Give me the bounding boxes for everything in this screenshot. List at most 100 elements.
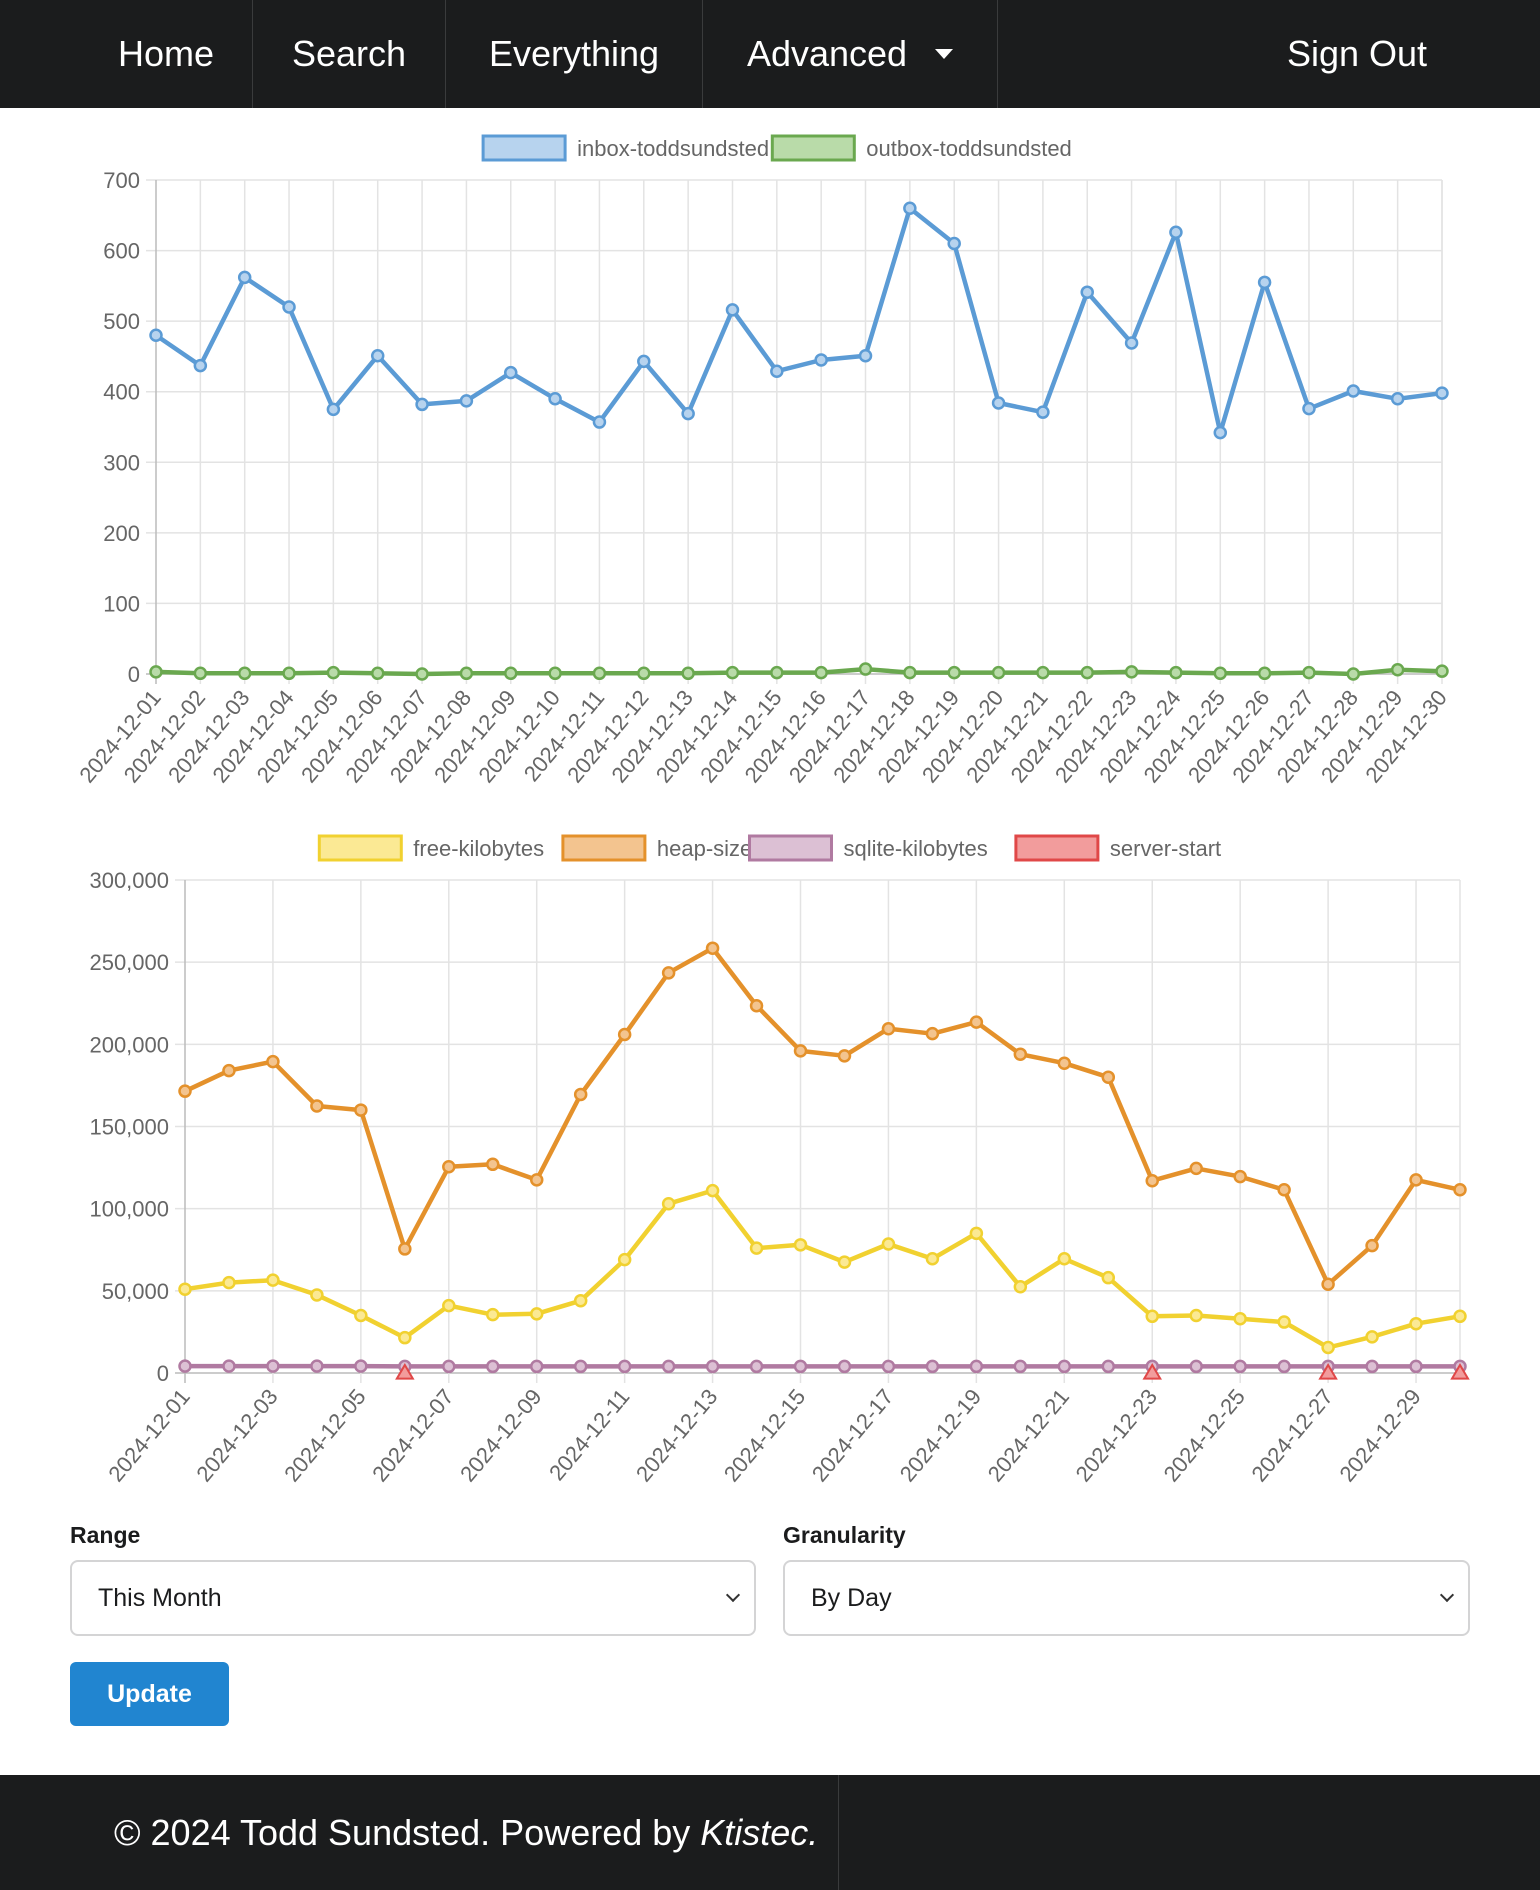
- nav-advanced-dropdown[interactable]: Advanced: [703, 0, 997, 108]
- x-tick-label: 2024-12-29: [1334, 1384, 1425, 1486]
- data-point-server-start: [1450, 1363, 1470, 1380]
- footer-brand-link[interactable]: Ktistec.: [700, 1811, 819, 1853]
- data-point-heap-size: [705, 941, 720, 955]
- data-point-server-start: [1142, 1363, 1162, 1380]
- data-point-heap-size: [354, 1103, 368, 1117]
- data-point-heap-size: [1145, 1173, 1159, 1188]
- data-point-free-kilobytes: [705, 1183, 720, 1198]
- data-point-free-kilobytes: [969, 1226, 984, 1241]
- y-tick-label: 50,000: [102, 1279, 169, 1304]
- data-point-free-kilobytes: [837, 1255, 852, 1269]
- nav-sign-out[interactable]: Sign Out: [1286, 33, 1428, 74]
- data-point-inbox-toddsundsted: [1257, 275, 1272, 290]
- data-point-free-kilobytes: [573, 1293, 588, 1308]
- legend-label: sqlite-kilobytes: [844, 836, 988, 861]
- data-point-inbox-toddsundsted: [991, 396, 1006, 410]
- data-point-free-kilobytes: [486, 1307, 500, 1322]
- data-point-inbox-toddsundsted: [725, 303, 740, 317]
- legend-swatch: [748, 834, 833, 862]
- data-point-inbox-toddsundsted: [193, 358, 208, 373]
- data-point-free-kilobytes: [1057, 1252, 1072, 1266]
- nav-everything[interactable]: Everything: [488, 33, 660, 74]
- data-point-heap-size: [486, 1157, 500, 1172]
- data-point-free-kilobytes: [310, 1288, 324, 1302]
- data-point-heap-size: [1189, 1161, 1203, 1176]
- range-label: Range: [70, 1522, 141, 1548]
- data-point-heap-size: [1453, 1183, 1467, 1197]
- data-point-inbox-toddsundsted: [637, 354, 651, 369]
- legend-swatch: [1014, 834, 1100, 862]
- footer-divider: [838, 1775, 839, 1890]
- update-button[interactable]: Update: [70, 1662, 229, 1726]
- data-point-sqlite-kilobytes: [749, 1359, 764, 1374]
- series-line-heap-size: [182, 945, 1463, 1287]
- data-point-outbox-toddsundsted: [1080, 665, 1094, 680]
- data-point-heap-size: [793, 1044, 808, 1058]
- data-point-outbox-toddsundsted: [947, 665, 961, 680]
- granularity-label: Granularity: [783, 1522, 906, 1548]
- chart-legend: free-kilobytes heap-size sqlite-kilobytes s…: [317, 834, 1221, 862]
- data-point-outbox-toddsundsted: [1124, 665, 1139, 679]
- nav-divider: [702, 0, 703, 108]
- data-point-heap-size: [661, 966, 676, 980]
- data-point-outbox-toddsundsted: [1435, 664, 1449, 678]
- data-point-inbox-toddsundsted: [237, 270, 252, 285]
- data-point-free-kilobytes: [1321, 1340, 1335, 1355]
- data-point-outbox-toddsundsted: [459, 666, 474, 681]
- x-tick-label: 2024-12-01: [103, 1384, 194, 1486]
- data-point-heap-size: [617, 1027, 632, 1042]
- data-point-heap-size: [1013, 1047, 1028, 1061]
- data-point-free-kilobytes: [178, 1282, 192, 1296]
- data-point-outbox-toddsundsted: [326, 665, 341, 680]
- data-point-sqlite-kilobytes: [881, 1359, 896, 1374]
- data-point-outbox-toddsundsted: [637, 666, 651, 681]
- data-point-free-kilobytes: [1145, 1309, 1159, 1324]
- data-point-heap-size: [1409, 1173, 1423, 1187]
- data-point-outbox-toddsundsted: [237, 666, 252, 681]
- data-point-inbox-toddsundsted: [282, 300, 296, 314]
- data-point-sqlite-kilobytes: [705, 1359, 720, 1374]
- data-point-inbox-toddsundsted: [770, 364, 784, 378]
- data-point-sqlite-kilobytes: [310, 1359, 324, 1373]
- chart-legend: inbox-toddsundsted outbox-toddsundsted: [481, 134, 1072, 162]
- data-point-free-kilobytes: [925, 1252, 940, 1266]
- data-point-outbox-toddsundsted: [592, 666, 607, 681]
- data-point-heap-size: [222, 1063, 236, 1078]
- data-point-heap-size: [398, 1242, 412, 1256]
- range-select[interactable]: This Month: [70, 1560, 756, 1636]
- x-tick-label: 2024-12-09: [455, 1384, 546, 1486]
- data-point-inbox-toddsundsted: [858, 348, 873, 363]
- data-point-heap-size: [310, 1099, 324, 1113]
- data-point-free-kilobytes: [1277, 1315, 1291, 1329]
- data-point-inbox-toddsundsted: [370, 348, 385, 363]
- data-point-heap-size: [881, 1021, 896, 1036]
- data-point-free-kilobytes: [1189, 1308, 1203, 1323]
- data-point-inbox-toddsundsted: [592, 415, 607, 429]
- x-tick-label: 2024-12-21: [983, 1384, 1074, 1486]
- data-point-outbox-toddsundsted: [370, 666, 385, 681]
- data-point-heap-size: [1321, 1277, 1335, 1292]
- nav-home[interactable]: Home: [117, 33, 215, 74]
- data-point-free-kilobytes: [529, 1307, 544, 1321]
- data-point-inbox-toddsundsted: [1169, 225, 1183, 239]
- legend-label: outbox-toddsundsted: [866, 136, 1072, 161]
- data-point-inbox-toddsundsted: [326, 402, 341, 417]
- data-point-inbox-toddsundsted: [149, 328, 163, 343]
- nav-search[interactable]: Search: [291, 33, 407, 74]
- data-point-server-start: [1318, 1363, 1338, 1380]
- granularity-select[interactable]: By Day: [783, 1560, 1470, 1636]
- data-point-outbox-toddsundsted: [770, 665, 784, 680]
- y-tick-label: 200: [103, 521, 140, 546]
- data-point-inbox-toddsundsted: [947, 236, 961, 251]
- data-point-outbox-toddsundsted: [504, 666, 518, 681]
- data-point-outbox-toddsundsted: [193, 666, 208, 681]
- data-point-heap-size: [837, 1049, 852, 1063]
- data-point-free-kilobytes: [354, 1308, 368, 1323]
- data-point-inbox-toddsundsted: [459, 394, 474, 408]
- footer-text: © 2024 Todd Sundsted. Powered by Ktistec…: [114, 1775, 818, 1890]
- y-tick-label: 300: [103, 450, 140, 475]
- data-point-sqlite-kilobytes: [1365, 1359, 1379, 1374]
- data-point-sqlite-kilobytes: [1233, 1359, 1247, 1374]
- x-tick-label: 2024-12-17: [807, 1384, 898, 1486]
- data-point-free-kilobytes: [442, 1298, 456, 1313]
